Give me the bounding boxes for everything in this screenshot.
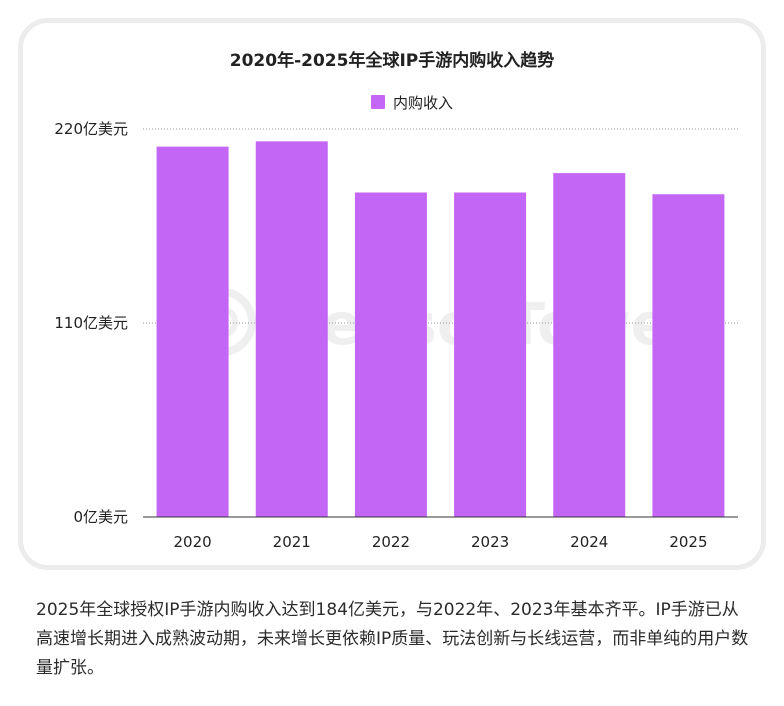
x-tick-label-2023: 2023: [471, 533, 509, 551]
bar-2021: [255, 141, 328, 517]
bar-2022: [354, 192, 427, 517]
grid-lines: [143, 128, 738, 324]
legend-label: 内购收入: [393, 94, 453, 112]
bar-2023: [454, 192, 527, 517]
bars: [156, 141, 725, 518]
x-tick-label-2020: 2020: [173, 533, 211, 551]
y-axis-labels: 0亿美元 110亿美元 220亿美元: [54, 120, 128, 526]
y-tick-label-2: 220亿美元: [54, 120, 128, 138]
bar-2020: [156, 146, 229, 518]
caption-text: 2025年全球授权IP手游内购收入达到184亿美元，与2022年、2023年基本…: [36, 600, 749, 678]
chart-title: 2020年-2025年全球IP手游内购收入趋势: [230, 50, 554, 71]
y-tick-label-0: 0亿美元: [73, 508, 128, 526]
x-tick-label-2024: 2024: [570, 533, 608, 551]
x-tick-label-2021: 2021: [273, 533, 311, 551]
x-tick-label-2025: 2025: [669, 533, 707, 551]
x-tick-label-2022: 2022: [372, 533, 410, 551]
bar-2024: [553, 173, 626, 517]
x-axis-labels: 2020 2021 2022 2023 2024 2025: [173, 533, 707, 551]
bar-2025: [652, 194, 725, 517]
legend-swatch: [371, 95, 385, 109]
y-tick-label-1: 110亿美元: [54, 314, 128, 332]
